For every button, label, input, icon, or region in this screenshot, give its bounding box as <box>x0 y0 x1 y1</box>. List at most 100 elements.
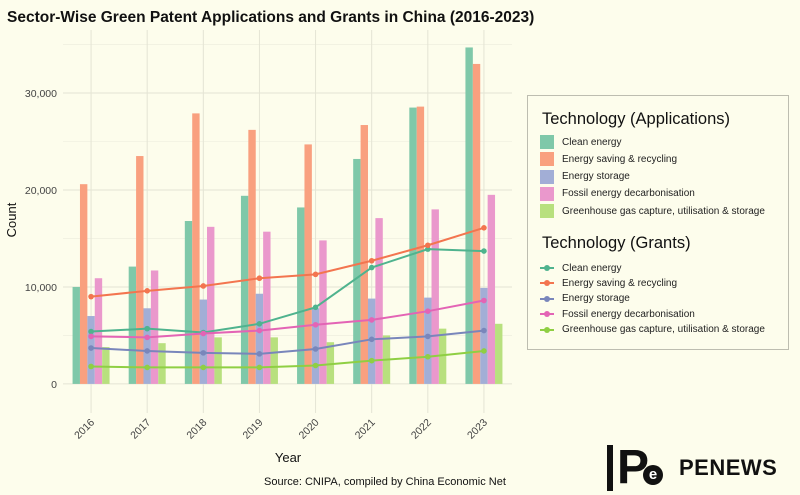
line-point-2019-series-1 <box>256 275 263 282</box>
legend-swatch <box>540 169 554 184</box>
y-tick-label: 0 <box>51 379 57 391</box>
line-point-2016-series-3 <box>88 333 94 340</box>
bar-2022-series-3 <box>431 209 439 384</box>
bar-2022-series-4 <box>438 328 447 384</box>
bar-2017-series-0 <box>128 266 137 384</box>
line-point-2016-series-4 <box>88 363 94 370</box>
bar-2020-series-1 <box>304 144 312 384</box>
bar-2020-series-0 <box>297 207 305 384</box>
line-point-2019-series-2 <box>256 351 263 357</box>
line-series-3 <box>91 299 485 339</box>
line-point-2017-series-1 <box>144 288 150 294</box>
legend-label: Greenhouse gas capture, utilisation & st… <box>562 205 765 217</box>
line-point-2021-series-1 <box>368 257 375 264</box>
bar-2023-series-1 <box>472 63 481 384</box>
penews-logo: P e PENEWS <box>607 441 778 494</box>
bar-2021-series-0 <box>353 158 361 384</box>
x-tick-label-2022: 2022 <box>409 417 434 442</box>
y-axis-ticks: 0 10,000 20,000 30,000 <box>25 88 57 391</box>
legend-item-grants-1: Energy saving & recycling <box>540 276 677 290</box>
line-point-2020-series-2 <box>312 346 319 352</box>
x-tick-label-2018: 2018 <box>184 417 209 442</box>
logo-mark-letter: P <box>617 441 650 494</box>
legend-item-grants-2: Energy storage <box>540 292 630 306</box>
x-tick-label-2019: 2019 <box>241 417 266 442</box>
legend-swatch <box>540 152 554 167</box>
legend-label: Energy saving & recycling <box>562 277 678 289</box>
bar-2018-series-3 <box>207 226 215 384</box>
line-point-2017-series-3 <box>144 334 150 341</box>
legend-title-applications: Technology (Applications) <box>542 110 731 128</box>
x-tick-label-2021: 2021 <box>353 417 378 442</box>
line-point-2019-series-3 <box>256 327 263 334</box>
bar-2023-series-0 <box>465 47 473 384</box>
y-tick-label: 30,000 <box>25 88 57 100</box>
legend-item-applications-1: Energy saving & recycling <box>540 152 677 167</box>
line-point-2017-series-4 <box>144 364 150 371</box>
bars <box>72 47 503 384</box>
bar-2019-series-4 <box>270 337 278 384</box>
legend-item-grants-0: Clean energy <box>540 261 621 275</box>
x-tick-label-2016: 2016 <box>72 417 97 442</box>
line-point-2016-series-0 <box>88 328 94 335</box>
bar-2018-series-0 <box>184 221 193 384</box>
bar-2020-series-3 <box>319 240 327 384</box>
line-point-2016-series-2 <box>88 345 94 351</box>
bar-2019-series-0 <box>240 195 249 384</box>
penews-logo-icon: P e <box>607 441 669 494</box>
legend: Technology (Applications) Clean energy En… <box>527 95 789 350</box>
line-series-0 <box>91 248 484 334</box>
bar-2019-series-3 <box>263 231 271 384</box>
bar-2016-series-4 <box>102 347 110 384</box>
bar-2023-series-2 <box>480 287 488 384</box>
legend-label: Fossil energy decarbonisation <box>562 188 695 200</box>
bar-2019-series-1 <box>248 129 256 384</box>
bar-2017-series-2 <box>143 308 151 384</box>
legend-swatch <box>540 204 554 219</box>
line-point-2021-series-2 <box>368 336 375 343</box>
bar-2020-series-2 <box>311 308 320 384</box>
line-point-2019-series-4 <box>256 364 263 371</box>
bar-2023-series-3 <box>487 194 496 384</box>
bar-2022-series-2 <box>424 297 432 384</box>
legend-line-key <box>540 307 554 321</box>
line-point-2018-series-3 <box>200 330 207 337</box>
legend-item-grants-4: Greenhouse gas capture, utilisation & st… <box>540 323 765 337</box>
x-tick-label-2017: 2017 <box>128 417 153 442</box>
logo-text: PENEWS <box>679 455 778 480</box>
line-point-2017-series-0 <box>144 325 150 332</box>
bar-2019-series-2 <box>255 293 264 384</box>
line-point-2020-series-4 <box>312 362 319 369</box>
line-series-2 <box>91 329 485 355</box>
x-tick-label-2020: 2020 <box>297 417 322 442</box>
bar-2021-series-3 <box>375 218 383 384</box>
legend-item-grants-3: Fossil energy decarbonisation <box>540 307 695 321</box>
lines <box>88 225 487 371</box>
line-series-1 <box>90 226 485 298</box>
legend-line-key <box>540 261 554 275</box>
line-point-2020-series-3 <box>312 321 319 328</box>
bar-2017-series-1 <box>136 156 144 384</box>
logo-mark-badge: e <box>643 465 663 485</box>
legend-swatch <box>540 186 554 201</box>
bar-2018-series-4 <box>214 337 222 384</box>
line-point-2023-series-1 <box>481 225 487 231</box>
y-tick-label: 10,000 <box>25 282 57 294</box>
line-point-2023-series-3 <box>481 297 487 304</box>
line-point-2023-series-0 <box>481 248 487 254</box>
legend-item-applications-2: Energy storage <box>540 169 630 184</box>
bar-2022-series-0 <box>409 107 417 384</box>
legend-label: Energy storage <box>562 171 630 183</box>
line-point-2016-series-1 <box>88 293 94 300</box>
legend-label: Fossil energy decarbonisation <box>562 308 695 320</box>
x-axis-title: Year <box>275 450 302 465</box>
line-series-4 <box>91 349 485 369</box>
line-point-2021-series-4 <box>368 357 375 364</box>
y-axis-title: Count <box>4 202 19 237</box>
legend-line-key <box>540 323 554 337</box>
bar-2017-series-3 <box>150 270 159 384</box>
source-note: Source: CNIPA, compiled by China Economi… <box>264 476 506 488</box>
bar-2018-series-2 <box>199 299 208 384</box>
legend-swatch <box>540 135 554 149</box>
